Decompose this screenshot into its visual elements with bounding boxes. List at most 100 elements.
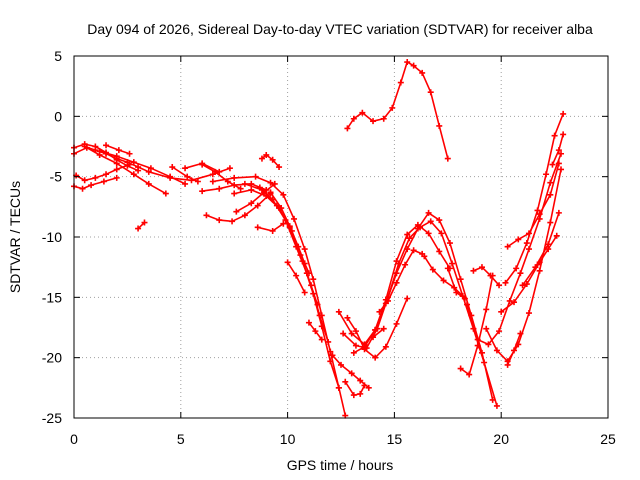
data-point-marker <box>545 241 552 248</box>
data-point-marker <box>348 330 355 337</box>
data-point-marker <box>248 186 255 193</box>
data-point-marker <box>523 240 530 247</box>
series-sat-29 <box>344 295 411 361</box>
data-point-marker <box>241 180 248 187</box>
data-point-marker <box>382 343 389 350</box>
data-point-marker <box>305 270 312 277</box>
tick-layer <box>73 55 609 419</box>
data-point-marker <box>130 159 137 166</box>
data-point-marker <box>361 382 368 389</box>
data-point-marker <box>466 371 473 378</box>
data-point-marker <box>357 377 364 384</box>
series-sat-02 <box>71 144 169 197</box>
data-point-marker <box>316 312 323 319</box>
chart-title: Day 094 of 2026, Sidereal Day-to-day VTE… <box>87 21 593 37</box>
data-point-marker <box>558 150 565 157</box>
series-sat-38 <box>483 166 565 365</box>
data-point-marker <box>483 325 490 332</box>
series-line <box>521 212 560 287</box>
data-point-marker <box>404 246 411 253</box>
series-sat-08 <box>135 219 148 232</box>
data-point-marker <box>216 217 223 224</box>
data-point-marker <box>145 168 152 175</box>
series-sat-24 <box>329 352 372 391</box>
series-layer <box>71 59 567 419</box>
data-point-marker <box>547 191 554 198</box>
data-point-marker <box>517 270 524 277</box>
data-point-marker <box>278 205 285 212</box>
data-point-marker <box>267 189 274 196</box>
data-point-marker <box>269 227 276 234</box>
data-point-marker <box>301 289 308 296</box>
data-point-marker <box>135 164 142 171</box>
data-point-marker <box>231 174 238 181</box>
data-point-marker <box>444 155 451 162</box>
data-point-marker <box>404 59 411 66</box>
data-point-marker <box>404 231 411 238</box>
data-point-marker <box>312 328 319 335</box>
series-line <box>258 186 319 306</box>
data-point-marker <box>493 402 500 409</box>
series-sat-03 <box>73 161 133 184</box>
data-point-marker <box>410 247 417 254</box>
data-point-marker <box>352 342 359 349</box>
data-point-marker <box>252 173 259 180</box>
data-point-marker <box>305 319 312 326</box>
data-point-marker <box>216 185 223 192</box>
data-point-marker <box>376 308 383 315</box>
x-tick-label: 25 <box>600 431 616 447</box>
data-point-marker <box>103 142 110 149</box>
data-point-marker <box>370 118 377 125</box>
data-point-marker <box>560 131 567 138</box>
series-sat-32 <box>370 325 387 341</box>
data-point-marker <box>446 240 453 247</box>
data-point-marker <box>318 336 325 343</box>
data-point-marker <box>130 171 137 178</box>
data-point-marker <box>113 153 120 160</box>
data-point-marker <box>536 267 543 274</box>
data-point-marker <box>547 219 554 226</box>
y-tick-label: -10 <box>42 229 62 245</box>
data-point-marker <box>402 261 409 268</box>
data-point-marker <box>438 230 445 237</box>
series-sat-27 <box>340 218 500 409</box>
data-point-marker <box>280 191 287 198</box>
data-point-marker <box>301 246 308 253</box>
series-line <box>261 154 280 168</box>
data-point-marker <box>414 225 421 232</box>
series-sat-15 <box>258 151 283 171</box>
data-point-marker <box>338 361 344 368</box>
data-point-marker <box>506 297 513 304</box>
data-point-marker <box>389 104 396 111</box>
data-point-marker <box>393 320 400 327</box>
series-sat-41 <box>504 160 562 250</box>
series-sat-16 <box>254 220 287 234</box>
x-tick-label: 5 <box>177 431 185 447</box>
data-point-marker <box>534 207 541 214</box>
data-point-marker <box>525 310 532 317</box>
data-point-marker <box>359 109 366 116</box>
series-sat-09 <box>169 164 201 185</box>
series-line <box>342 220 498 407</box>
data-point-marker <box>344 314 351 321</box>
data-point-marker <box>113 166 120 173</box>
series-sat-05 <box>81 143 233 184</box>
data-point-marker <box>169 164 176 171</box>
x-tick-label: 20 <box>493 431 509 447</box>
series-sat-34 <box>444 265 468 302</box>
data-point-marker <box>461 295 468 302</box>
y-tick-labels: -25 -20 -15 -10 -5 0 5 <box>42 48 62 426</box>
series-line <box>472 266 500 287</box>
data-point-marker <box>258 155 265 162</box>
data-point-marker <box>209 178 216 185</box>
series-line <box>205 192 272 223</box>
data-point-marker <box>269 156 276 163</box>
data-point-marker <box>256 184 263 191</box>
data-point-marker <box>436 217 443 224</box>
data-point-marker <box>474 336 481 343</box>
series-line <box>500 235 558 313</box>
series-line <box>137 221 146 230</box>
data-point-marker <box>427 89 434 96</box>
data-point-marker <box>547 179 554 186</box>
series-line <box>352 212 494 401</box>
